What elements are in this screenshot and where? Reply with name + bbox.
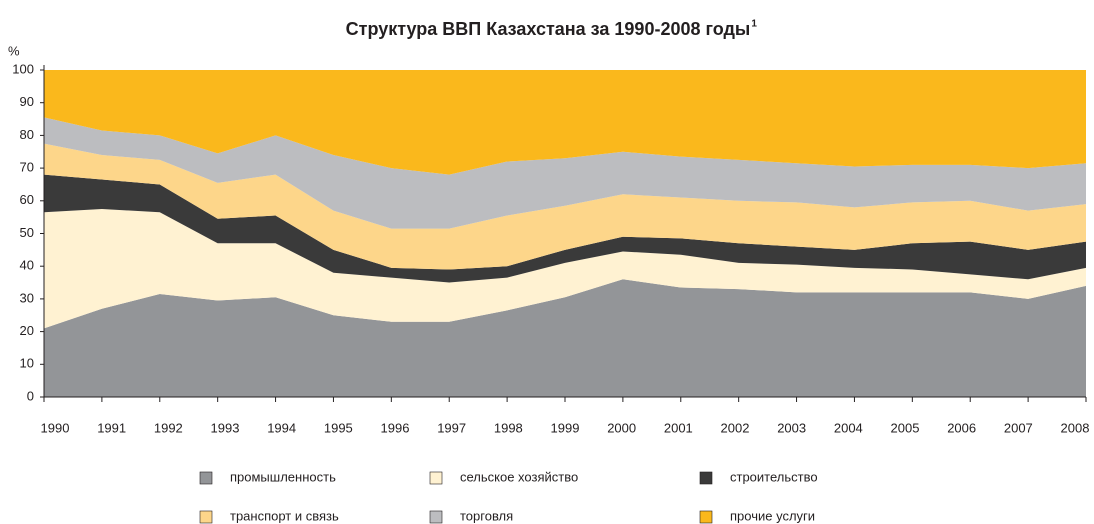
y-tick-label: 80 [20, 127, 34, 142]
chart-title: Структура ВВП Казахстана за 1990-2008 го… [346, 19, 751, 39]
area [44, 117, 1086, 229]
x-tick-label: 1991 [97, 420, 126, 435]
x-tick-label: 1993 [211, 420, 240, 435]
legend-swatch [199, 471, 213, 485]
x-tick-label: 1992 [154, 420, 183, 435]
y-tick-label: 100 [12, 61, 34, 76]
legend-label: промышленность [230, 469, 336, 484]
x-tick-label: 1999 [551, 420, 580, 435]
legend-swatch [429, 510, 443, 524]
legend-swatch [429, 471, 443, 485]
x-tick-label: 2007 [1004, 420, 1033, 435]
y-tick-label: 20 [20, 323, 34, 338]
legend-label: сельское хозяйство [460, 469, 578, 484]
x-tick-label: 1995 [324, 420, 353, 435]
area [44, 279, 1086, 397]
title-footnote-mark: 1 [751, 19, 757, 30]
x-tick-label: 1998 [494, 420, 523, 435]
x-tick-label: 2005 [891, 420, 920, 435]
legend-swatch [699, 510, 713, 524]
x-tick-label: 2008 [1061, 420, 1090, 435]
y-tick-label: 40 [20, 258, 34, 273]
area [44, 174, 1086, 283]
y-tick-label: 10 [20, 356, 34, 371]
legend-label: торговля [460, 508, 513, 523]
x-tick-label: 2006 [947, 420, 976, 435]
x-tick-label: 1996 [381, 420, 410, 435]
y-tick-label: 50 [20, 225, 34, 240]
y-tick-label: 90 [20, 94, 34, 109]
x-tick-label: 1990 [41, 420, 70, 435]
x-tick-label: 1997 [437, 420, 466, 435]
x-tick-label: 2001 [664, 420, 693, 435]
legend-label: транспорт и связь [230, 508, 339, 523]
legend-swatch [199, 510, 213, 524]
y-tick-label: 60 [20, 192, 34, 207]
legend-label: строительство [730, 469, 818, 484]
legend-swatch [699, 471, 713, 485]
area [44, 70, 1086, 175]
x-tick-label: 1994 [267, 420, 296, 435]
x-tick-label: 2003 [777, 420, 806, 435]
x-tick-label: 2004 [834, 420, 863, 435]
area [44, 208, 1086, 329]
y-tick-label: 0 [27, 388, 34, 403]
x-tick-label: 2000 [607, 420, 636, 435]
y-axis-label: % [8, 43, 20, 58]
y-tick-label: 70 [20, 160, 34, 175]
area [44, 143, 1086, 270]
legend-label: прочие услуги [730, 508, 815, 523]
y-tick-label: 30 [20, 290, 34, 305]
x-tick-label: 2002 [721, 420, 750, 435]
